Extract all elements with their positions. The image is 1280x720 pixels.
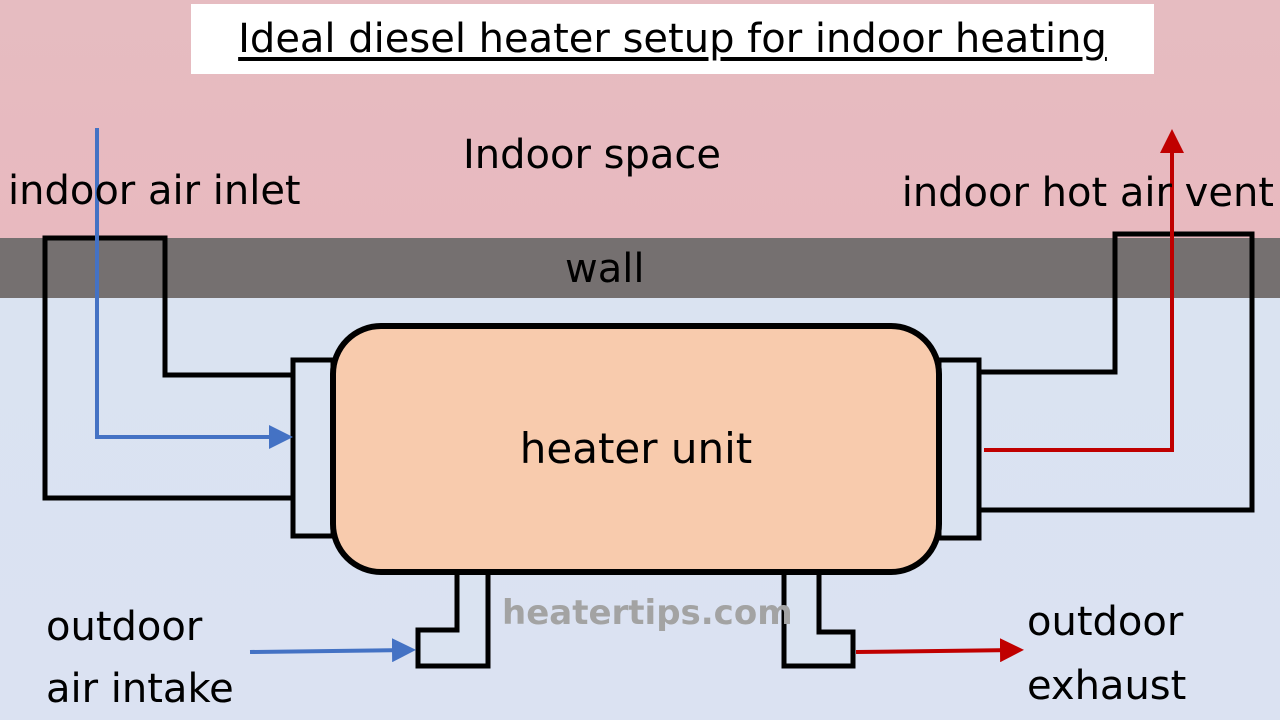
hot-air-vent-flow-arrow <box>984 129 1184 452</box>
outdoor-exhaust-label: outdoor exhaust <box>1027 590 1186 718</box>
wall-label: wall <box>565 246 645 292</box>
title-background <box>191 4 1154 74</box>
left-flange <box>290 357 336 539</box>
outdoor-air-intake-line-2: air intake <box>46 666 234 712</box>
left-duct <box>42 235 295 501</box>
right-duct <box>975 231 1255 513</box>
outdoor-air-intake-label: outdoor air intake <box>46 596 234 720</box>
indoor-inlet-flow-arrow <box>95 128 293 449</box>
outdoor-exhaust-flow-arrow <box>855 638 1024 663</box>
right-flange <box>936 357 982 541</box>
heater-unit-body <box>330 323 942 575</box>
outdoor-air-intake-line-1: outdoor <box>46 604 203 650</box>
heater-unit-label: heater unit <box>519 423 753 473</box>
outdoor-exhaust-line-1: outdoor <box>1027 599 1184 645</box>
watermark-text: heatertips.com <box>502 593 793 633</box>
outdoor-exhaust-line-2: exhaust <box>1027 663 1187 709</box>
diagram-title: Ideal diesel heater setup for indoor hea… <box>238 16 1107 62</box>
indoor-hot-air-vent-label: indoor hot air vent <box>901 170 1274 216</box>
exhaust-pipe <box>781 575 856 669</box>
intake-pipe <box>415 575 491 669</box>
indoor-space-label: Indoor space <box>463 132 721 178</box>
wall-band <box>0 238 1280 298</box>
indoor-air-inlet-label: indoor air inlet <box>8 168 301 214</box>
outdoor-intake-flow-arrow <box>249 638 416 663</box>
